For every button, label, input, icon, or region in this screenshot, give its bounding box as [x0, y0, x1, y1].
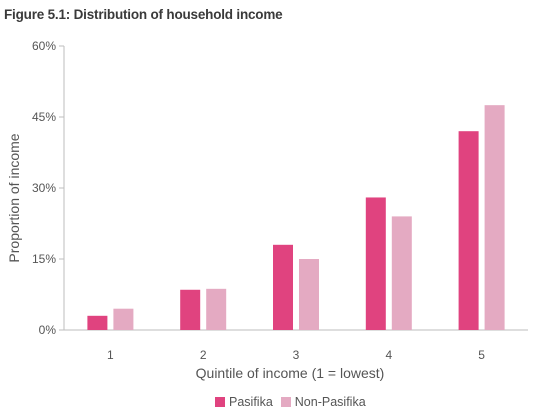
x-tick-label: 3	[293, 348, 300, 362]
bar-non-pasifika-q4	[391, 216, 412, 330]
bar-non-pasifika-q3	[299, 259, 319, 330]
y-tick-label: 45%	[32, 110, 56, 124]
legend-item-non-pasifika: Non-Pasifika	[280, 395, 366, 409]
bar-pasifika-q2	[180, 289, 201, 330]
bar-non-pasifika-q2	[206, 288, 227, 330]
bar-non-pasifika-q5	[484, 105, 505, 331]
y-tick-label: 15%	[32, 252, 56, 266]
bar-pasifika-q5	[458, 131, 479, 330]
legend-swatch-non-pasifika	[280, 397, 291, 407]
legend: Pasifika Non-Pasifika	[215, 395, 374, 409]
bar-pasifika-q4	[365, 197, 386, 330]
x-axis-label: Quintile of income (1 = lowest)	[196, 365, 385, 381]
y-tick-label: 0%	[39, 323, 57, 337]
bar-pasifika-q1	[87, 315, 108, 330]
y-axis-label: Proportion of income	[6, 133, 22, 262]
x-tick-label: 4	[385, 348, 392, 362]
y-tick-label: 60%	[32, 39, 56, 53]
x-tick-label: 2	[200, 348, 207, 362]
x-tick-label: 5	[478, 348, 485, 362]
legend-item-pasifika: Pasifika	[215, 395, 273, 409]
legend-swatch-pasifika	[215, 397, 225, 407]
legend-label-non-pasifika: Non-Pasifika	[294, 395, 366, 409]
y-tick-label: 30%	[32, 181, 56, 195]
figure-title: Figure 5.1: Distribution of household in…	[4, 7, 283, 22]
x-tick-label: 1	[107, 348, 114, 362]
bar-pasifika-q3	[273, 244, 293, 330]
legend-label-pasifika: Pasifika	[229, 395, 273, 409]
bar-non-pasifika-q1	[113, 308, 134, 330]
